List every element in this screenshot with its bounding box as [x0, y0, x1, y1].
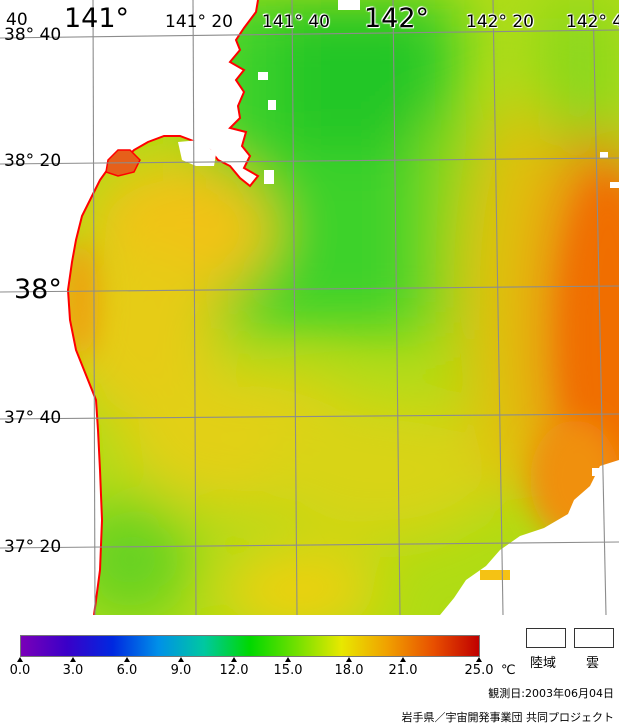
cloud-swatch: [574, 628, 614, 648]
meridian-142-40: [592, 0, 607, 615]
land-inlet: [178, 140, 216, 166]
sst-map-image: [0, 0, 619, 615]
tick-label-18: 18.0: [334, 663, 364, 678]
parallel-38-40: [0, 29, 619, 39]
land-swatch-label: 陸域: [530, 656, 557, 671]
observation-date: 観測日:2003年06月04日: [488, 687, 614, 700]
cloud-swatch-label: 雲: [586, 656, 600, 671]
meridian-141: [92, 0, 96, 615]
warm-current: [62, 180, 619, 540]
lat-label-37-20: 37° 20: [4, 537, 62, 557]
legend: 0.0 3.0 6.0 9.0 12.0 15.0 18.0 21.0 25.0…: [0, 615, 619, 725]
lat-label-37-40: 37° 40: [4, 408, 62, 428]
temperature-field: [60, 0, 619, 615]
meridian-141-40: [291, 0, 298, 615]
tick-mark: [17, 657, 23, 662]
lon-label-141-20: 141° 20: [165, 12, 233, 32]
lat-label-38-40: 38° 40: [4, 25, 62, 45]
cloud-gap: [480, 570, 510, 580]
tick-label-25: 25.0: [464, 663, 494, 678]
credit-text: 岩手県／宇宙開発事業団 共同プロジェクト: [401, 711, 615, 724]
cloud-specks: [258, 0, 619, 606]
unit-label: ℃: [501, 663, 516, 678]
tick-mark: [285, 657, 291, 662]
tick-label-15: 15.0: [273, 663, 303, 678]
graticule: [0, 0, 619, 615]
meridian-141-20: [192, 0, 197, 615]
lon-label-142-20: 142° 20: [466, 12, 534, 32]
tick-label-9: 9.0: [170, 663, 192, 678]
parallel-38: [0, 285, 619, 293]
tick-label-0: 0.0: [9, 663, 31, 678]
tick-mark: [178, 657, 184, 662]
parallel-37-20: [0, 541, 619, 549]
tick-mark: [400, 657, 406, 662]
tick-label-6: 6.0: [116, 663, 138, 678]
tick-label-12: 12.0: [219, 663, 249, 678]
lon-label-141: 141°: [64, 3, 130, 34]
land-swatch: [526, 628, 566, 648]
tick-mark: [124, 657, 130, 662]
lat-label-38-20: 38° 20: [4, 151, 62, 171]
lon-label-142-40: 142° 4: [566, 12, 619, 32]
sst-map: 40 141° 141° 20 141° 40 142° 142° 20 142…: [0, 0, 619, 615]
lon-label-140-40: 40: [6, 10, 28, 30]
land-area: [0, 0, 258, 615]
tick-mark: [346, 657, 352, 662]
color-scale-bar: [20, 635, 480, 657]
tick-mark: [476, 657, 482, 662]
meridian-142: [392, 0, 401, 615]
tick-label-21: 21.0: [388, 663, 418, 678]
parallel-37-40: [0, 413, 619, 420]
tick-mark: [231, 657, 237, 662]
lat-label-38: 38°: [14, 274, 62, 305]
lon-label-141-40: 141° 40: [262, 12, 330, 32]
tick-mark: [70, 657, 76, 662]
lon-label-142: 142°: [364, 3, 430, 34]
tick-label-3: 3.0: [62, 663, 84, 678]
parallel-38-20: [0, 157, 619, 165]
meridian-142-20: [492, 0, 504, 615]
